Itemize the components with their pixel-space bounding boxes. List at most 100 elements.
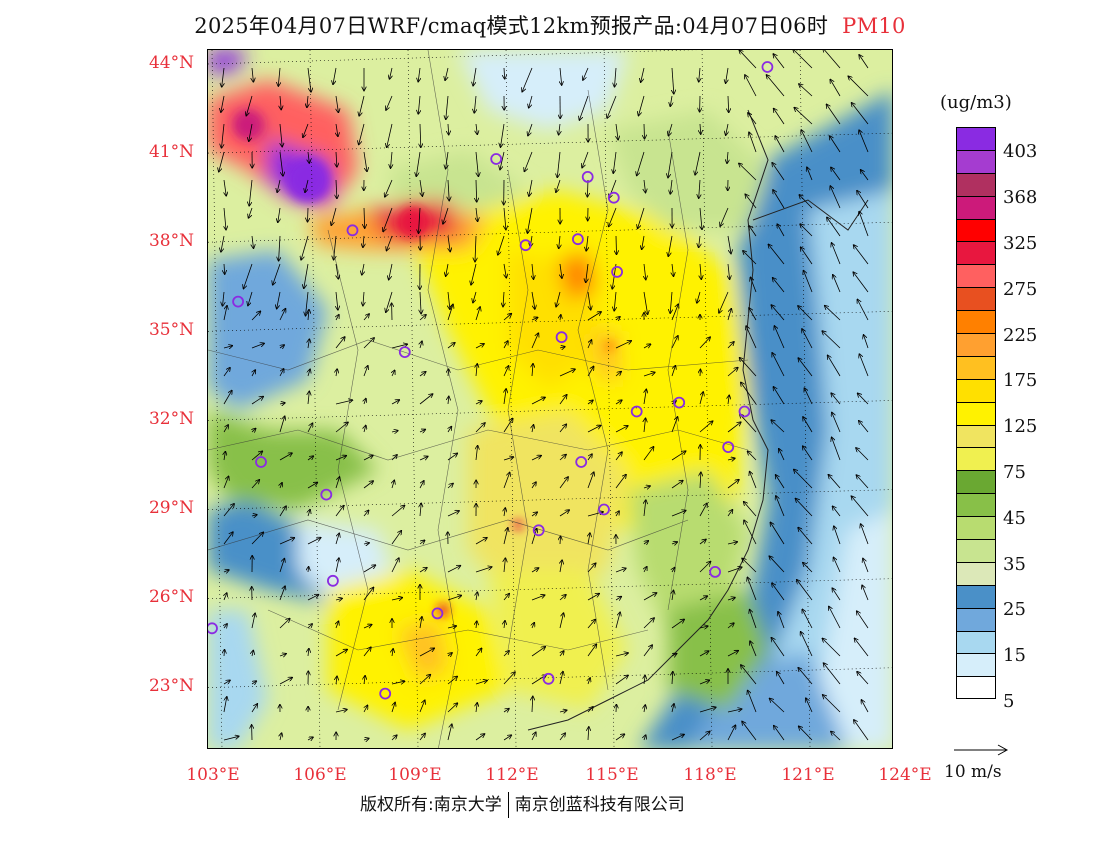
- wind-vector: [364, 426, 366, 433]
- wind-vector: [503, 735, 511, 741]
- wind-vector: [802, 609, 813, 629]
- wind-vector: [739, 50, 757, 69]
- wind-vector: [587, 644, 596, 657]
- wind-vector: [308, 624, 312, 628]
- wind-vector: [672, 263, 674, 276]
- wind-vector: [644, 705, 645, 713]
- wind-vector: [386, 95, 393, 110]
- wind-vector: [307, 595, 319, 601]
- wind-vector: [308, 339, 309, 349]
- wind-vector: [587, 472, 594, 489]
- wind-vector: [363, 151, 367, 171]
- wind-vector: [224, 207, 226, 230]
- colorbar-cell: [956, 378, 996, 402]
- wind-vector: [476, 123, 477, 134]
- wind-vector: [308, 369, 310, 377]
- wind-vector: [798, 358, 813, 377]
- wind-vector: [475, 151, 478, 176]
- wind-vector: [386, 291, 393, 312]
- wind-vector: [503, 672, 515, 685]
- wind-vector: [363, 588, 374, 601]
- wind-vector: [392, 703, 395, 713]
- wind-vector: [748, 691, 757, 713]
- wind-vector: [391, 681, 405, 684]
- wind-vector: [834, 558, 841, 573]
- wind-vector: [391, 598, 402, 600]
- wind-vector: [420, 123, 421, 147]
- wind-vector: [336, 263, 338, 279]
- colorbar-cell: [956, 607, 996, 631]
- wind-vector: [363, 338, 374, 349]
- wind-vector: [829, 607, 841, 629]
- wind-vector: [251, 704, 257, 713]
- wind-vector: [522, 67, 533, 92]
- wind-vector: [743, 251, 757, 265]
- wind-vector: [279, 416, 285, 433]
- wind-vector: [503, 528, 508, 545]
- wind-vector: [420, 617, 422, 629]
- wind-vector: [391, 558, 399, 573]
- lon-label-124e: 124°E: [878, 765, 932, 785]
- wind-vector: [223, 391, 232, 405]
- wind-vector: [420, 179, 422, 196]
- wind-vector: [447, 484, 453, 489]
- wind-vector: [861, 524, 869, 545]
- station-marker: [611, 265, 624, 278]
- wind-vector: [749, 308, 757, 321]
- wind-vector: [364, 705, 368, 713]
- wind-vector: [532, 623, 534, 629]
- wind-vector: [614, 291, 616, 311]
- wind-vector: [719, 291, 729, 313]
- wind-vector: [419, 700, 425, 713]
- colorbar-label: 5: [1003, 691, 1015, 712]
- wind-vector: [447, 304, 453, 321]
- lat-label-38n: 38°N: [148, 231, 194, 251]
- wind-vector: [418, 67, 420, 82]
- wind-vector: [335, 533, 339, 545]
- colorbar-cell: [956, 470, 996, 494]
- wind-vector: [699, 626, 708, 628]
- colorbar-cell: [956, 653, 996, 677]
- wind-vector: [831, 393, 841, 405]
- wind-vector: [749, 226, 757, 237]
- wind-vector: [475, 681, 487, 685]
- colorbar-label: 325: [1003, 233, 1038, 254]
- wind-vector: [801, 130, 813, 153]
- wind-vector: [556, 291, 561, 307]
- colorbar-cell: [956, 310, 996, 334]
- station-marker: [761, 61, 774, 73]
- wind-vector: [670, 291, 672, 313]
- wind-vector: [473, 67, 477, 86]
- wind-vector: [529, 179, 533, 196]
- lon-label-121e: 121°E: [781, 765, 835, 785]
- wind-vector: [778, 612, 785, 629]
- wind-vector: [524, 151, 533, 171]
- wind-vector: [301, 235, 309, 260]
- wind-vector: [699, 421, 713, 433]
- wind-vector: [745, 75, 757, 97]
- wind-vector: [416, 151, 421, 176]
- wind-vector: [252, 681, 256, 684]
- wind-vector: [644, 541, 648, 544]
- wind-vector: [672, 568, 675, 572]
- wind-vector: [559, 710, 567, 712]
- longitude-gridline: [211, 50, 223, 748]
- wind-vector: [447, 677, 457, 685]
- wind-vector: [615, 475, 626, 489]
- wind-vector: [280, 123, 282, 147]
- wind-vector: [774, 726, 785, 741]
- wind-vector: [476, 621, 477, 629]
- wind-vector: [720, 207, 729, 226]
- wind-vector: [670, 179, 672, 194]
- wind-vector: [668, 235, 673, 256]
- wind-vector: [794, 470, 813, 489]
- wind-vector: [773, 278, 785, 293]
- longitude-gridline: [701, 50, 713, 748]
- wind-vector: [363, 235, 364, 247]
- wind-vector: [804, 388, 813, 405]
- wind-vector: [308, 391, 309, 405]
- lat-label-29n: 29°N: [148, 498, 194, 518]
- wind-vector: [383, 207, 393, 232]
- station-marker: [519, 239, 532, 252]
- colorbar-label: 35: [1003, 554, 1026, 575]
